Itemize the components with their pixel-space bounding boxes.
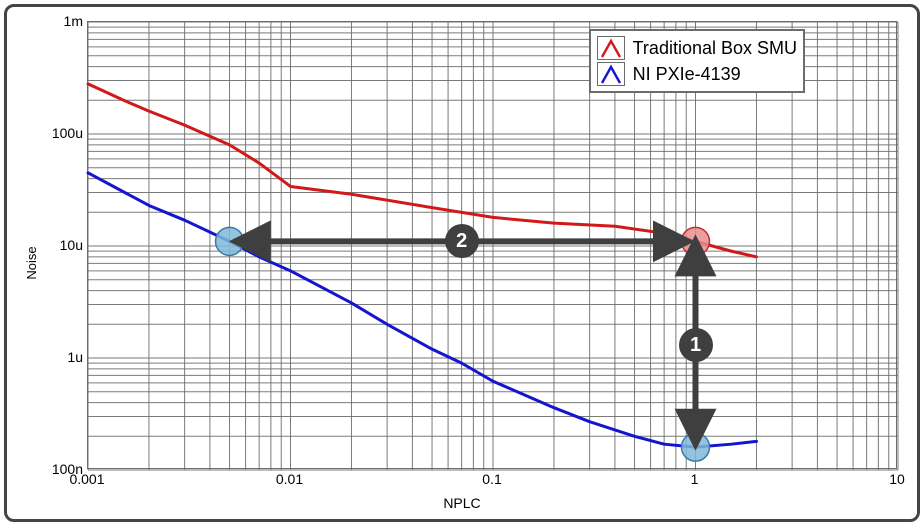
x-tick-label: 10 bbox=[872, 471, 922, 487]
annotation-badge-2: 2 bbox=[445, 224, 479, 258]
y-tick-label: 100u bbox=[33, 125, 83, 141]
legend-item-ni: NI PXIe-4139 bbox=[597, 61, 797, 87]
y-tick-label: 1m bbox=[33, 13, 83, 29]
legend-swatch-traditional bbox=[597, 36, 625, 60]
legend-item-traditional: Traditional Box SMU bbox=[597, 35, 797, 61]
legend-label: Traditional Box SMU bbox=[633, 38, 797, 59]
x-tick-label: 0.1 bbox=[467, 471, 517, 487]
x-axis-label: NPLC bbox=[443, 495, 480, 511]
y-tick-label: 1u bbox=[33, 349, 83, 365]
legend: Traditional Box SMU NI PXIe-4139 bbox=[589, 29, 805, 93]
chart-frame: Noise NPLC 12 100n1u10u100u1m0.0010.010.… bbox=[4, 4, 920, 522]
annotation-badge-1: 1 bbox=[679, 328, 713, 362]
y-tick-label: 10u bbox=[33, 237, 83, 253]
legend-swatch-ni bbox=[597, 62, 625, 86]
legend-label: NI PXIe-4139 bbox=[633, 64, 741, 85]
x-tick-label: 1 bbox=[670, 471, 720, 487]
x-tick-label: 0.001 bbox=[62, 471, 112, 487]
x-tick-label: 0.01 bbox=[265, 471, 315, 487]
